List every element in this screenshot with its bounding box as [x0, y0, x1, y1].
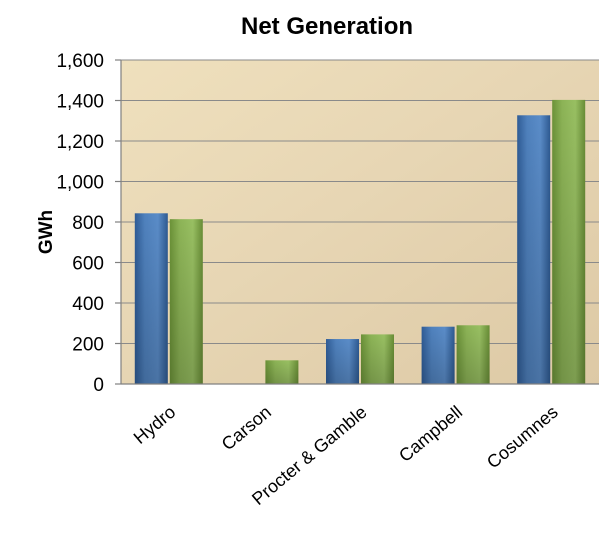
- bar-shade: [134, 213, 168, 384]
- y-tick-label: 1,200: [56, 132, 104, 153]
- bar-shade: [326, 339, 359, 384]
- y-axis-title: GWh: [36, 210, 57, 254]
- x-category-label: Carson: [218, 402, 275, 455]
- bar-shade: [517, 115, 551, 384]
- x-category-label: Cosumnes: [483, 402, 562, 473]
- bar-shade: [169, 219, 203, 384]
- y-tick-label: 400: [72, 294, 104, 315]
- bar-shade: [265, 360, 299, 384]
- x-category-label: Campbell: [395, 402, 466, 466]
- x-category-label: Hydro: [130, 402, 180, 448]
- y-tick-label: 1,000: [56, 173, 104, 194]
- y-tick-label: 800: [72, 213, 104, 234]
- bar-shade: [456, 325, 490, 384]
- y-tick-label: 200: [72, 335, 104, 356]
- bars: [134, 99, 586, 384]
- y-axis-ticks: 0 200 400 600 800 1,000 1,200 1,400 1,600: [56, 51, 121, 396]
- bar-shade: [361, 334, 394, 384]
- chart-title: Net Generation: [241, 13, 413, 40]
- y-tick-label: 600: [72, 254, 104, 275]
- bar-shade: [552, 99, 586, 384]
- y-tick-label: 0: [93, 375, 104, 396]
- y-tick-label: 1,600: [56, 51, 104, 72]
- y-tick-label: 1,400: [56, 92, 104, 113]
- bar-shade: [421, 326, 455, 384]
